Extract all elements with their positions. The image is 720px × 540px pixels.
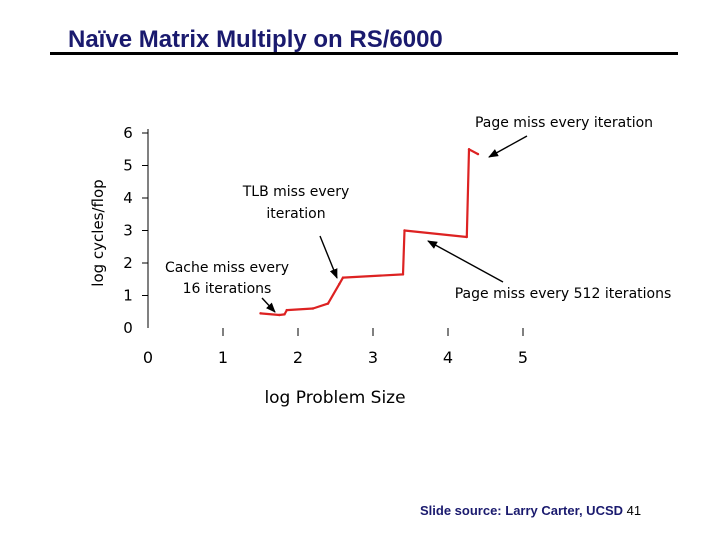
annotation-label: Page miss every 512 iterations [455, 286, 672, 302]
annotation-line: Cache miss every [165, 260, 289, 276]
title-underline [50, 52, 678, 55]
y-ticks: 0 1 2 3 4 5 6 [123, 124, 148, 337]
series-line [260, 148, 479, 317]
x-axis-label: log Problem Size [264, 388, 405, 408]
data-point [403, 229, 406, 232]
data-point [326, 302, 330, 305]
annotation-line: TLB miss every [242, 184, 350, 200]
annotation-line: Page miss every 512 iterations [455, 286, 672, 302]
annotation-arrow [427, 240, 504, 283]
annotation-line: 16 iterations [183, 281, 272, 297]
annotation-label: Page miss every iteration [475, 115, 653, 131]
x-tick-label: 1 [218, 348, 228, 367]
data-point [338, 282, 341, 286]
annotation-arrow [261, 297, 276, 313]
data-point [311, 307, 315, 310]
x-ticks: 0 1 2 3 4 5 [143, 328, 528, 367]
annotation-line: Page miss every iteration [475, 115, 653, 131]
x-tick-label: 5 [518, 348, 528, 367]
y-tick-label: 2 [123, 254, 133, 272]
y-tick-label: 0 [123, 319, 133, 337]
data-point [401, 273, 405, 276]
x-tick-label: 0 [143, 348, 153, 367]
data-point [259, 312, 262, 315]
data-point [465, 235, 468, 239]
annotations-layer: Cache miss every 16 iterations TLB miss ev… [165, 115, 672, 313]
y-tick-label: 1 [123, 287, 133, 305]
slide-footer: Slide source: Larry Carter, UCSD 41 [420, 503, 641, 518]
y-tick-label: 3 [123, 222, 133, 240]
data-point [341, 276, 345, 279]
slide-number: 41 [626, 503, 642, 518]
annotation-label: Cache miss every 16 iterations [165, 260, 289, 297]
annotation-arrow [319, 235, 338, 279]
x-tick-label: 2 [293, 348, 303, 367]
slide-title: Naïve Matrix Multiply on RS/6000 [68, 26, 443, 53]
annotation-label: TLB miss every iteration [242, 184, 350, 222]
x-tick-label: 4 [443, 348, 453, 367]
series-layer [259, 148, 480, 317]
data-point [283, 313, 286, 316]
y-axis-label: log cycles/flop [89, 179, 107, 286]
y-tick-label: 4 [123, 189, 133, 207]
slide-source: Slide source: Larry Carter, UCSD [420, 503, 624, 518]
annotation-arrow [488, 135, 528, 158]
y-tick-label: 5 [123, 157, 133, 175]
annotation-line: iteration [266, 206, 325, 222]
y-tick-label: 6 [123, 124, 133, 142]
data-point [278, 313, 281, 317]
x-tick-label: 3 [368, 348, 378, 367]
data-point [285, 308, 288, 312]
data-point [476, 152, 480, 156]
data-point [467, 148, 471, 151]
